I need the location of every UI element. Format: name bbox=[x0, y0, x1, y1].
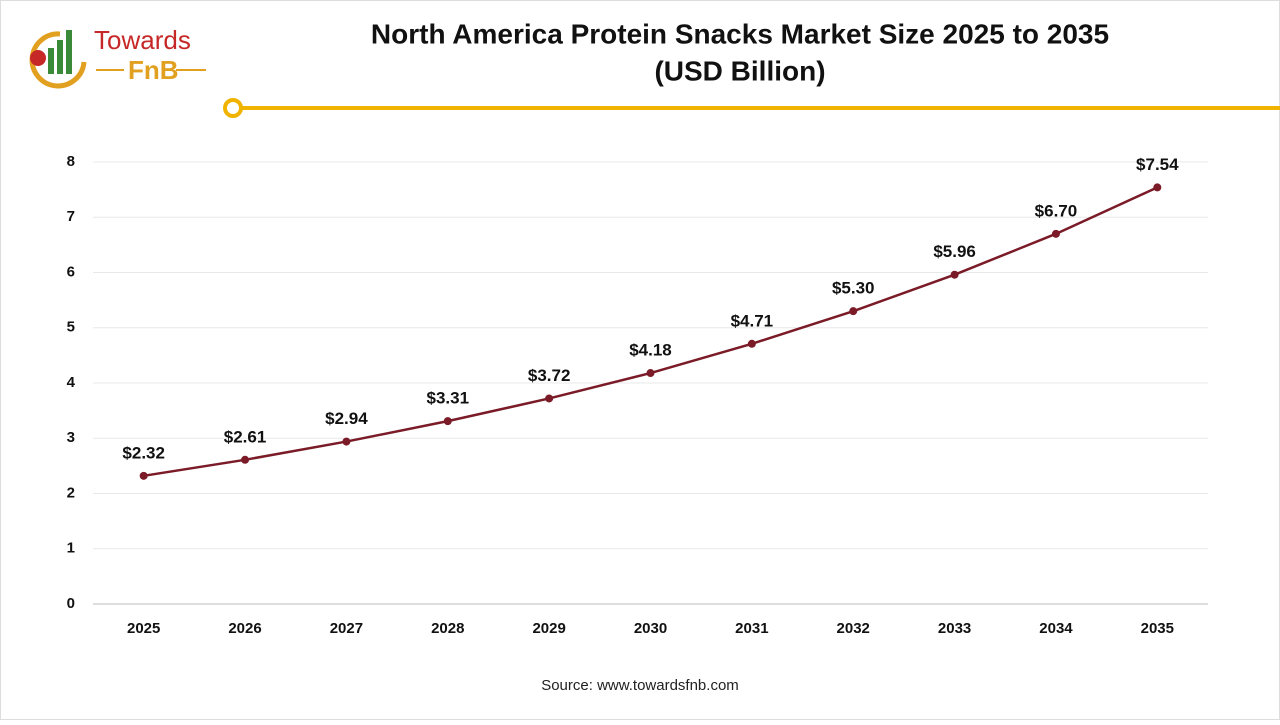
y-tick-label: 7 bbox=[67, 208, 75, 225]
x-tick-label: 2035 bbox=[1141, 620, 1174, 637]
logo-text: Towards bbox=[94, 25, 191, 55]
point bbox=[443, 417, 452, 426]
y-tick-label: 4 bbox=[67, 374, 76, 391]
y-tick-label: 8 bbox=[67, 153, 75, 170]
logo: Towards FnB bbox=[29, 25, 206, 89]
data-label: $3.31 bbox=[426, 389, 469, 408]
logo-dot bbox=[30, 50, 46, 66]
x-tick-label: 2032 bbox=[837, 620, 870, 637]
point bbox=[1051, 229, 1060, 238]
logo-bar bbox=[48, 48, 54, 74]
point bbox=[849, 307, 858, 316]
data-label: $7.54 bbox=[1136, 155, 1179, 174]
x-tick-label: 2030 bbox=[634, 620, 667, 637]
x-tick-label: 2028 bbox=[431, 620, 464, 637]
data-label: $2.61 bbox=[224, 427, 267, 446]
header-dot bbox=[223, 98, 243, 118]
data-label: $2.94 bbox=[325, 409, 368, 428]
y-tick-label: 2 bbox=[67, 484, 75, 501]
logo-ring bbox=[29, 31, 87, 89]
point bbox=[342, 437, 351, 446]
y-tick-label: 3 bbox=[67, 429, 75, 446]
point bbox=[545, 394, 554, 403]
x-tick-label: 2031 bbox=[735, 620, 768, 637]
data-label: $6.70 bbox=[1035, 201, 1078, 220]
chart-subtitle: (USD Billion) bbox=[654, 55, 825, 86]
point bbox=[646, 369, 655, 378]
data-label: $4.71 bbox=[731, 311, 774, 330]
y-tick-label: 0 bbox=[67, 595, 75, 612]
x-tick-label: 2025 bbox=[127, 620, 160, 637]
data-label: $5.30 bbox=[832, 279, 875, 298]
point bbox=[139, 471, 148, 480]
logo-bar bbox=[66, 30, 72, 74]
y-tick-label: 6 bbox=[67, 263, 75, 280]
point bbox=[950, 270, 959, 279]
logo-text: FnB bbox=[128, 55, 179, 85]
x-tick-label: 2033 bbox=[938, 620, 971, 637]
point bbox=[747, 339, 756, 348]
x-tick-label: 2026 bbox=[228, 620, 261, 637]
y-tick-label: 5 bbox=[67, 319, 75, 336]
chart-title: North America Protein Snacks Market Size… bbox=[371, 18, 1109, 49]
x-tick-label: 2034 bbox=[1039, 620, 1073, 637]
data-label: $5.96 bbox=[933, 242, 976, 261]
logo-bar bbox=[57, 40, 63, 74]
data-label: $4.18 bbox=[629, 341, 672, 360]
point bbox=[241, 455, 250, 464]
y-tick-label: 1 bbox=[67, 540, 75, 557]
source: Source: www.towardsfnb.com bbox=[541, 677, 739, 694]
data-label: $3.72 bbox=[528, 366, 571, 385]
x-tick-label: 2029 bbox=[532, 620, 565, 637]
data-label: $2.32 bbox=[122, 443, 165, 462]
point bbox=[1153, 183, 1162, 192]
x-tick-label: 2027 bbox=[330, 620, 363, 637]
